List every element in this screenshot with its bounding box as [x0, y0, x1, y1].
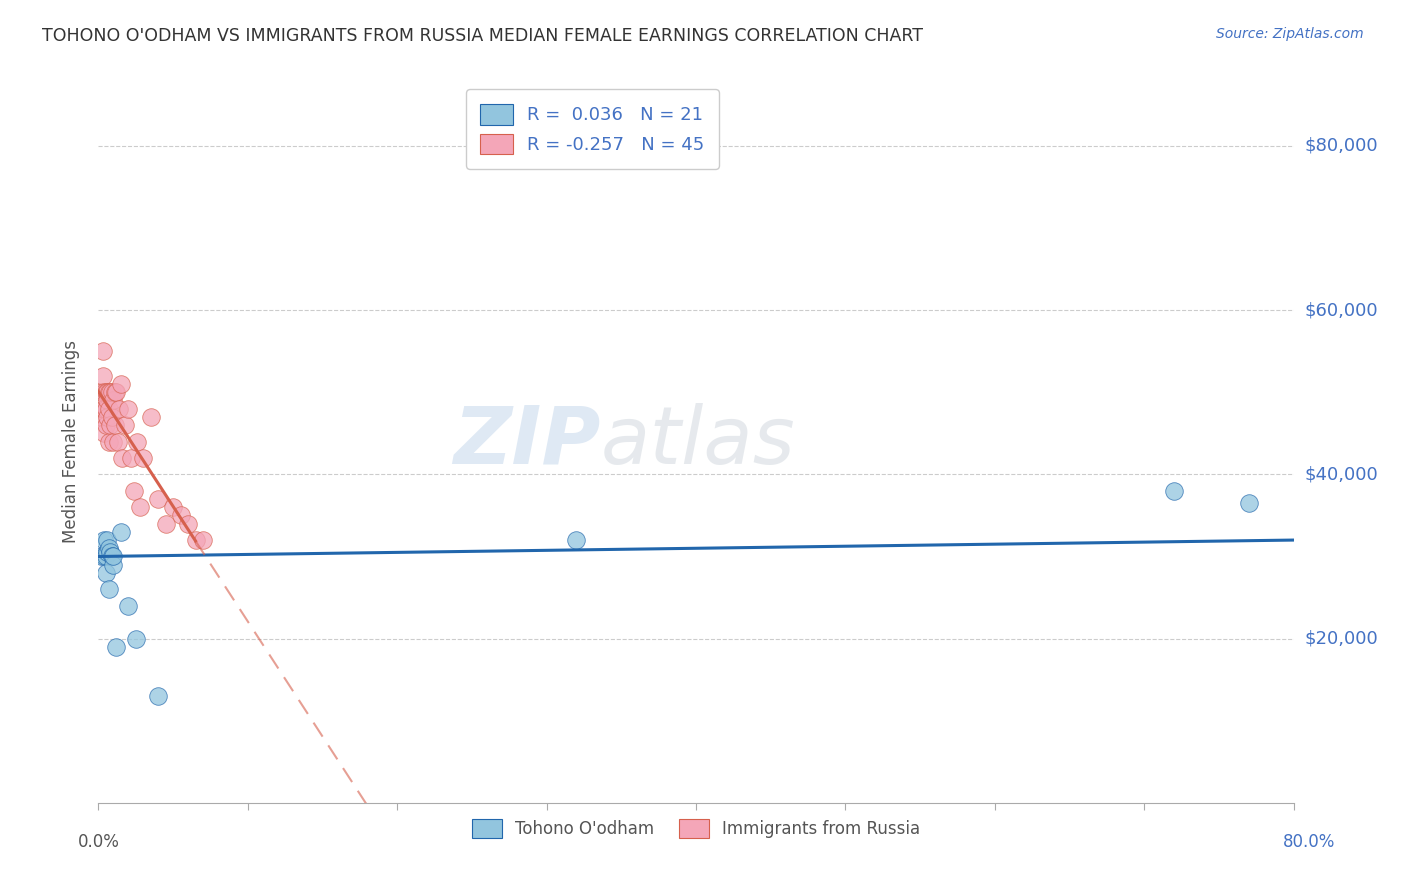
- Text: Source: ZipAtlas.com: Source: ZipAtlas.com: [1216, 27, 1364, 41]
- Legend: Tohono O'odham, Immigrants from Russia: Tohono O'odham, Immigrants from Russia: [465, 813, 927, 845]
- Text: 80.0%: 80.0%: [1282, 833, 1336, 851]
- Point: [127, 434, 149, 449]
- Text: $40,000: $40,000: [1305, 466, 1378, 483]
- Point: [105, 640, 128, 654]
- Point: [97, 401, 120, 416]
- Point: [120, 450, 142, 465]
- Point: [94, 549, 117, 564]
- Point: [125, 632, 148, 646]
- Point: [98, 545, 122, 559]
- Point: [103, 549, 125, 564]
- Text: TOHONO O'ODHAM VS IMMIGRANTS FROM RUSSIA MEDIAN FEMALE EARNINGS CORRELATION CHAR: TOHONO O'ODHAM VS IMMIGRANTS FROM RUSSIA…: [42, 27, 924, 45]
- Point: [108, 401, 131, 416]
- Point: [96, 533, 118, 547]
- Text: 0.0%: 0.0%: [77, 833, 120, 851]
- Point: [184, 533, 207, 547]
- Text: $60,000: $60,000: [1305, 301, 1378, 319]
- Text: ZIP: ZIP: [453, 402, 600, 481]
- Point: [191, 533, 214, 547]
- Point: [129, 500, 152, 515]
- Point: [110, 524, 132, 539]
- Point: [124, 483, 146, 498]
- Point: [93, 533, 115, 547]
- Text: $80,000: $80,000: [1305, 137, 1378, 155]
- Point: [169, 508, 191, 523]
- Point: [103, 558, 125, 572]
- Text: atlas: atlas: [600, 402, 796, 481]
- Point: [97, 434, 120, 449]
- Point: [96, 545, 118, 559]
- Point: [93, 401, 115, 416]
- Point: [96, 393, 118, 408]
- Point: [132, 450, 155, 465]
- Point: [90, 385, 112, 400]
- Point: [104, 418, 127, 433]
- Point: [91, 401, 114, 416]
- Text: $20,000: $20,000: [1305, 630, 1378, 648]
- Point: [98, 418, 122, 433]
- Point: [94, 566, 117, 580]
- Point: [94, 385, 117, 400]
- Point: [1163, 483, 1185, 498]
- Point: [111, 450, 134, 465]
- Point: [148, 689, 170, 703]
- Point: [98, 385, 122, 400]
- Point: [91, 344, 114, 359]
- Point: [148, 491, 170, 506]
- Y-axis label: Median Female Earnings: Median Female Earnings: [62, 340, 80, 543]
- Point: [101, 409, 124, 424]
- Point: [101, 385, 124, 400]
- Point: [96, 385, 118, 400]
- Point: [97, 541, 120, 556]
- Point: [117, 599, 139, 613]
- Point: [162, 500, 184, 515]
- Point: [93, 385, 115, 400]
- Point: [114, 418, 136, 433]
- Point: [177, 516, 200, 531]
- Point: [93, 426, 115, 441]
- Point: [97, 582, 120, 597]
- Point: [94, 418, 117, 433]
- Point: [96, 409, 118, 424]
- Point: [565, 533, 588, 547]
- Point: [107, 434, 129, 449]
- Point: [101, 549, 124, 564]
- Point: [155, 516, 177, 531]
- Point: [97, 385, 120, 400]
- Point: [117, 401, 139, 416]
- Point: [93, 549, 115, 564]
- Point: [90, 409, 112, 424]
- Point: [105, 385, 128, 400]
- Point: [1237, 496, 1260, 510]
- Point: [94, 401, 117, 416]
- Point: [110, 377, 132, 392]
- Point: [90, 549, 112, 564]
- Point: [103, 393, 125, 408]
- Point: [91, 368, 114, 383]
- Point: [104, 385, 127, 400]
- Point: [139, 409, 162, 424]
- Point: [103, 434, 125, 449]
